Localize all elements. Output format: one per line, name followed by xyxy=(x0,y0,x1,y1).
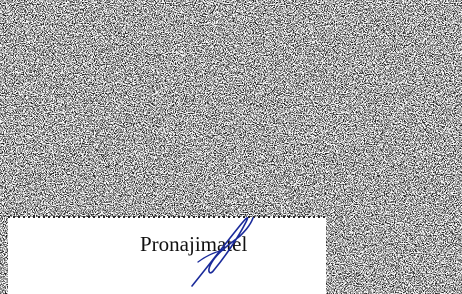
page: {"signature_block": {"label": "Pronajima… xyxy=(0,0,462,294)
scanned-document: Pronajimatel xyxy=(0,0,462,294)
